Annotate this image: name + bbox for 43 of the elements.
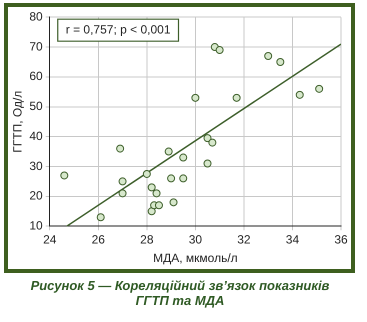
y-tick-label: 20 xyxy=(29,188,44,203)
point xyxy=(204,160,212,168)
x-tick-label: 32 xyxy=(237,232,251,247)
x-tick-label: 30 xyxy=(188,232,202,247)
x-tick-label: 24 xyxy=(43,232,57,247)
y-tick-label: 60 xyxy=(29,69,44,84)
point xyxy=(208,138,216,147)
x-axis-title: МДА, мкмоль/л xyxy=(153,251,238,266)
point xyxy=(315,84,324,93)
point xyxy=(232,94,241,102)
point xyxy=(167,174,176,182)
point xyxy=(191,94,200,102)
point xyxy=(179,154,188,162)
point xyxy=(96,213,105,222)
point xyxy=(216,46,224,54)
point xyxy=(170,198,178,206)
y-axis-title: ГГТП, Од/л xyxy=(10,90,25,153)
y-tick-label: 30 xyxy=(29,158,44,173)
point xyxy=(118,189,127,198)
y-tick-label: 50 xyxy=(29,99,44,114)
x-tick-label: 26 xyxy=(92,232,106,247)
point xyxy=(164,148,173,156)
point xyxy=(60,171,68,180)
point xyxy=(204,134,212,142)
point xyxy=(179,174,188,182)
point xyxy=(118,177,127,186)
point xyxy=(296,90,304,99)
text: Рисунок 5 — Кореляційний зв’язок показників ГГТП та МДА xyxy=(30,278,330,308)
point xyxy=(276,58,284,66)
y-tick-label: 70 xyxy=(29,39,44,54)
point xyxy=(142,170,151,178)
x-tick-label: 34 xyxy=(286,232,300,247)
point xyxy=(116,144,124,153)
point xyxy=(264,52,272,60)
y-tick-label: 80 xyxy=(29,10,44,24)
y-tick-label: 40 xyxy=(29,128,44,143)
point xyxy=(154,201,163,210)
x-tick-label: 36 xyxy=(334,232,348,247)
point xyxy=(148,183,156,192)
annotation: r = 0,757; p < 0,001 xyxy=(66,22,171,37)
x-tick-label: 28 xyxy=(140,232,154,247)
point xyxy=(152,189,161,198)
y-tick-label: 10 xyxy=(29,218,44,233)
